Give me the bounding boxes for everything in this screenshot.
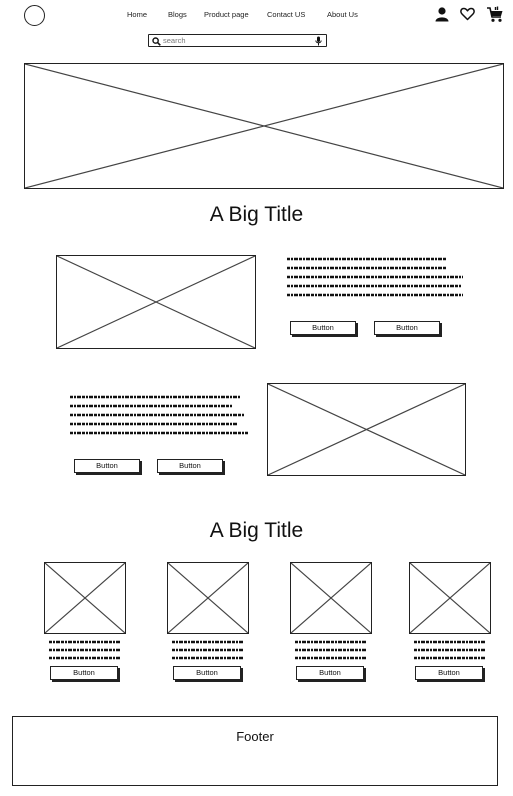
card-4-image-placeholder	[409, 562, 491, 634]
row1-image-placeholder	[56, 255, 256, 349]
row2-button-1[interactable]: Button	[74, 459, 140, 473]
card-3-image-placeholder	[290, 562, 372, 634]
row1-button-2[interactable]: Button	[374, 321, 440, 335]
card-1-button[interactable]: Button	[50, 666, 118, 680]
nav-contact-us[interactable]: Contact US	[267, 10, 306, 19]
cart-icon[interactable]	[486, 6, 504, 23]
row1-placeholder-text	[287, 257, 463, 297]
heart-icon[interactable]	[460, 7, 475, 21]
nav-product-page[interactable]: Product page	[204, 10, 249, 19]
row1-button-1[interactable]: Button	[290, 321, 356, 335]
microphone-icon[interactable]	[315, 36, 322, 46]
hero-image-placeholder	[24, 63, 504, 189]
card-1-image-placeholder	[44, 562, 126, 634]
user-icon[interactable]	[434, 6, 450, 22]
card-1-placeholder-text	[49, 640, 120, 660]
row2-button-2[interactable]: Button	[157, 459, 223, 473]
section-title-2: A Big Title	[209, 519, 304, 542]
search-icon[interactable]	[152, 36, 161, 46]
card-3-placeholder-text	[295, 640, 366, 660]
card-4-placeholder-text	[414, 640, 485, 660]
footer-label: Footer	[236, 729, 274, 744]
card-2-image-placeholder	[167, 562, 249, 634]
search-bar	[148, 34, 327, 47]
search-input[interactable]	[163, 36, 313, 45]
card-4-button[interactable]: Button	[415, 666, 483, 680]
footer: Footer	[12, 716, 498, 786]
nav-home[interactable]: Home	[127, 10, 148, 19]
card-3-button[interactable]: Button	[296, 666, 364, 680]
nav-blogs[interactable]: Blogs	[168, 10, 187, 19]
card-2-button[interactable]: Button	[173, 666, 241, 680]
section-title: A Big Title	[209, 203, 304, 226]
row2-image-placeholder	[267, 383, 466, 476]
card-2-placeholder-text	[172, 640, 243, 660]
row2-placeholder-text	[70, 395, 248, 435]
nav-about-us[interactable]: About Us	[327, 10, 358, 19]
logo-circle-icon[interactable]	[24, 5, 45, 26]
